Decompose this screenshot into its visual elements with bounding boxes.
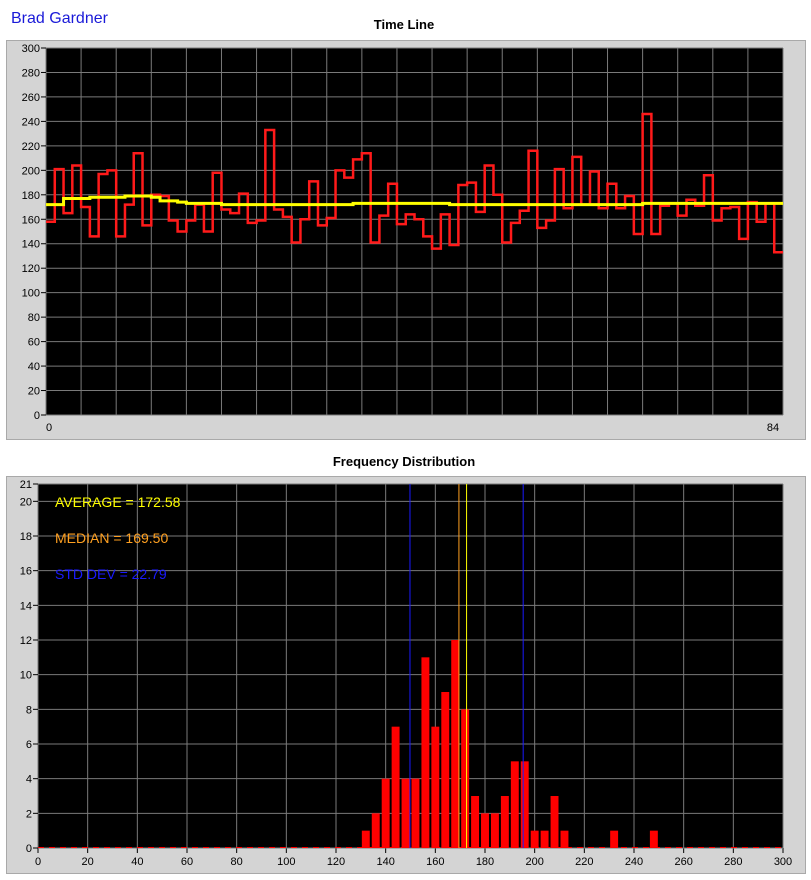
timeline-frame [6, 40, 806, 440]
timeline-title: Time Line [373, 17, 435, 32]
user-name: Brad Gardner [11, 10, 108, 27]
distribution-frame [6, 476, 806, 874]
distribution-title: Frequency Distribution [332, 454, 476, 469]
